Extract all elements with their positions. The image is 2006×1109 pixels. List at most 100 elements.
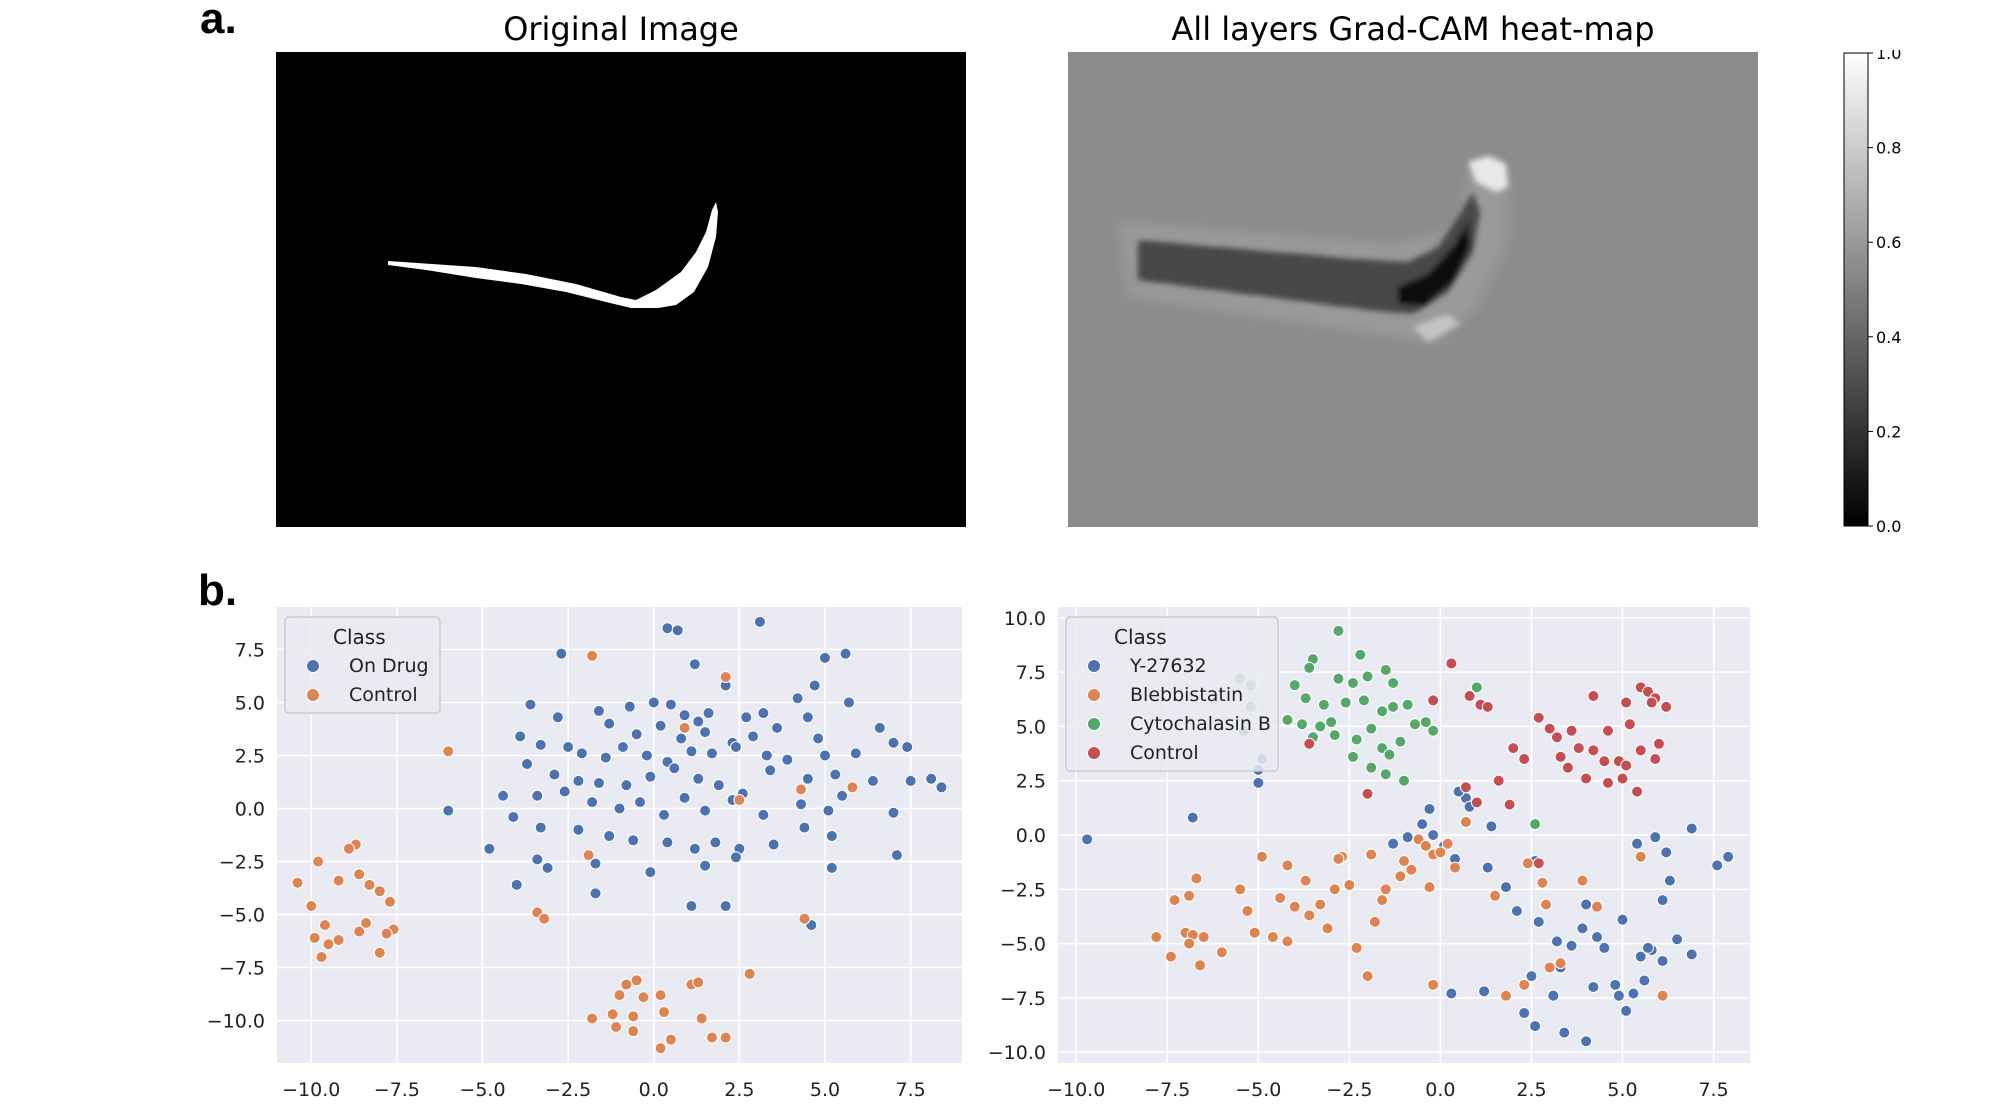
data-point [1532, 857, 1545, 870]
data-point [699, 859, 712, 872]
data-point [1183, 937, 1196, 950]
data-point [531, 789, 544, 802]
x-tick-label: 7.5 [1698, 1079, 1728, 1101]
data-point [1361, 787, 1374, 800]
data-point [630, 728, 643, 741]
data-point [589, 857, 602, 870]
x-tick-label: −10.0 [282, 1079, 340, 1101]
data-point [1656, 989, 1669, 1002]
data-point [842, 696, 855, 709]
data-point [318, 919, 331, 932]
data-point [801, 772, 814, 785]
y-tick-label: −7.5 [219, 958, 265, 980]
data-point [678, 709, 691, 722]
data-point [1525, 970, 1538, 983]
legend-marker [306, 688, 320, 702]
data-point [1350, 733, 1363, 746]
data-point [688, 842, 701, 855]
data-point [1445, 657, 1458, 670]
data-point [1328, 729, 1341, 742]
data-point [1620, 1004, 1633, 1017]
data-point [623, 700, 636, 713]
data-point [1481, 861, 1494, 874]
data-point [1314, 720, 1327, 733]
data-point [497, 789, 510, 802]
data-point [719, 900, 732, 913]
data-point [1394, 735, 1407, 748]
data-point [1547, 989, 1560, 1002]
data-point [1536, 876, 1549, 889]
y-tick-label: 2.5 [1016, 771, 1046, 793]
data-point [661, 622, 674, 635]
x-tick-label: 2.5 [724, 1079, 754, 1101]
data-point [1234, 883, 1247, 896]
legend-marker [1087, 688, 1101, 702]
data-point [1197, 931, 1210, 944]
data-point [291, 876, 304, 889]
data-point [798, 821, 811, 834]
data-point [1671, 933, 1684, 946]
data-point [1299, 874, 1312, 887]
data-point [839, 647, 852, 660]
data-point [1634, 744, 1647, 757]
data-point [1255, 850, 1268, 863]
data-point [1303, 661, 1316, 674]
data-point [599, 751, 612, 764]
data-point [1652, 737, 1665, 750]
data-point [1423, 802, 1436, 815]
data-point [1532, 711, 1545, 724]
data-point [373, 946, 386, 959]
data-point [332, 874, 345, 887]
data-point [1281, 859, 1294, 872]
data-point [849, 747, 862, 760]
data-point [1616, 913, 1629, 926]
data-point [678, 791, 691, 804]
data-point [1470, 796, 1483, 809]
colorbar-ticks: 0.0 0.2 0.4 0.6 0.8 1.0 [1868, 50, 1901, 536]
data-point [1419, 839, 1432, 852]
data-point [1365, 722, 1378, 735]
data-point [637, 991, 650, 1004]
data-point [1510, 905, 1523, 917]
data-point [644, 770, 657, 783]
data-point [1587, 744, 1600, 757]
data-point [627, 1025, 640, 1038]
legend-label: Control [1130, 742, 1199, 764]
data-point [1194, 959, 1207, 972]
data-point [712, 779, 725, 792]
data-point [1274, 891, 1287, 904]
data-point [534, 738, 547, 751]
data-point [658, 1006, 671, 1019]
data-point [534, 821, 547, 834]
original-image [276, 52, 966, 527]
data-point [1332, 852, 1345, 865]
data-point [586, 649, 599, 662]
y-tick-label: −2.5 [1000, 879, 1046, 901]
data-point [1215, 946, 1228, 959]
data-point [1601, 724, 1614, 737]
x-tick-label: −5.0 [459, 1079, 505, 1101]
x-tick-label: 7.5 [896, 1079, 926, 1101]
data-point [729, 851, 742, 864]
data-point [1634, 950, 1647, 963]
colorbar-tick-label: 0.4 [1876, 328, 1901, 347]
data-point [1281, 713, 1294, 726]
x-tick-label: −10.0 [1047, 1079, 1105, 1101]
data-point [1387, 677, 1400, 689]
legend-label: Blebbistatin [1130, 684, 1243, 706]
data-point [610, 1020, 623, 1033]
y-tick-label: −2.5 [219, 852, 265, 874]
x-tick-label: 5.0 [1607, 1079, 1637, 1101]
data-point [1379, 883, 1392, 896]
data-point [1649, 753, 1662, 765]
data-point [836, 789, 849, 802]
y-tick-label: 5.0 [1016, 716, 1046, 738]
x-tick-label: −2.5 [545, 1079, 591, 1101]
data-point [812, 732, 825, 745]
data-point [1543, 722, 1556, 735]
data-point [521, 757, 534, 770]
data-point [1609, 978, 1622, 991]
data-point [671, 624, 684, 637]
data-point [678, 721, 691, 734]
data-point [586, 1012, 599, 1025]
